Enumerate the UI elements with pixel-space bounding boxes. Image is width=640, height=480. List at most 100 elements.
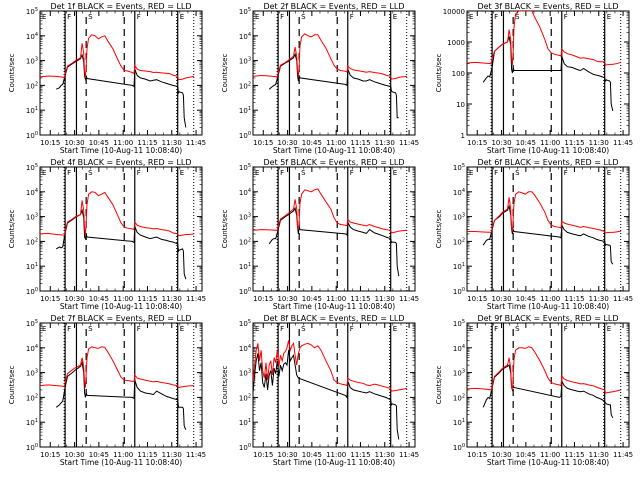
y-tick-label: 10000 (443, 8, 465, 16)
series-line-lld (467, 346, 622, 394)
y-tick-label: 103 (239, 369, 251, 378)
x-tick-label: 10:30 (491, 451, 511, 459)
y-tick-label: 100 (239, 443, 251, 452)
y-tick-label: 103 (26, 369, 38, 378)
y-tick-label: 100 (453, 443, 465, 452)
x-axis-label: Start Time (10-Aug-11 10:08:40) (487, 458, 609, 467)
x-tick-label: 11:15 (350, 451, 370, 459)
x-tick-label: 11:45 (613, 139, 633, 147)
y-tick-label: 105 (239, 319, 251, 328)
series-line-lld (253, 33, 407, 80)
y-tick-label: 104 (453, 344, 465, 353)
flag-label: F (350, 169, 354, 177)
flag-label: E (42, 169, 46, 177)
x-axis-label: Start Time (10-Aug-11 10:08:40) (60, 302, 182, 311)
series-line-lld (467, 191, 621, 234)
panel-det-7: Det 7f BLACK = Events, RED = LLD 100 101 10… (8, 314, 206, 467)
y-tick-label: 102 (239, 81, 251, 90)
x-tick-label: 11:45 (399, 139, 419, 147)
flag-label: E (607, 325, 611, 333)
x-tick-label: 10:45 (302, 295, 322, 303)
x-tick-label: 11:30 (589, 451, 609, 459)
y-tick-label: 102 (453, 393, 465, 402)
x-tick-label: 10:15 (467, 139, 487, 147)
y-tick-label: 104 (26, 344, 38, 353)
x-tick-label: 11:15 (137, 295, 157, 303)
x-tick-label: 10:15 (40, 139, 60, 147)
series-line-lld (253, 188, 407, 234)
x-tick-label: 10:30 (64, 451, 84, 459)
plot-frame (252, 322, 416, 448)
flag-label: F (564, 325, 568, 333)
flag-label: F (280, 325, 284, 333)
x-tick-label: 11:30 (589, 139, 609, 147)
x-tick-label: 11:45 (399, 451, 419, 459)
x-tick-label: 11:45 (186, 451, 206, 459)
y-tick-label: 100 (453, 287, 465, 296)
flag-label: F (564, 13, 568, 21)
x-tick-label: 10:30 (277, 451, 297, 459)
series-line-events (482, 364, 614, 419)
y-tick-label: 104 (26, 32, 38, 41)
flag-label: S (88, 169, 93, 177)
time-markers (276, 11, 408, 135)
x-tick-label: 11:00 (326, 139, 346, 147)
x-tick-label: 10:30 (491, 139, 511, 147)
series-line-events (482, 204, 614, 265)
x-tick-label: 10:30 (64, 295, 84, 303)
panel-title: Det 1f BLACK = Events, RED = LLD (50, 2, 191, 11)
y-axis-label: Counts/sec (221, 54, 229, 93)
x-tick-label: 10:45 (302, 139, 322, 147)
flag-label: S (301, 169, 306, 177)
panel-title: Det 3f BLACK = Events, RED = LLD (477, 2, 618, 11)
y-tick-label: 105 (239, 7, 251, 16)
x-tick-label: 10:15 (40, 451, 60, 459)
time-markers (276, 323, 408, 447)
x-tick-label: 11:15 (564, 451, 584, 459)
x-tick-label: 10:45 (516, 451, 536, 459)
y-tick-label: 105 (453, 163, 465, 172)
y-tick-label: 101 (239, 106, 251, 115)
y-tick-label: 104 (239, 188, 251, 197)
flag-label: E (393, 13, 397, 21)
x-tick-label: 11:00 (540, 451, 560, 459)
y-tick-label: 105 (239, 163, 251, 172)
x-tick-label: 10:15 (253, 451, 273, 459)
flag-label: F (137, 169, 141, 177)
flag-label: S (88, 13, 93, 21)
x-tick-label: 11:00 (540, 295, 560, 303)
x-tick-label: 10:30 (64, 139, 84, 147)
flag-label: F (67, 169, 71, 177)
panel-title: Det 5f BLACK = Events, RED = LLD (263, 158, 404, 167)
flag-label: E (255, 325, 259, 333)
plot-frame (39, 10, 203, 136)
y-tick-label: 101 (453, 262, 465, 271)
y-axis-label: Counts/sec (8, 54, 16, 93)
x-axis-label: Start Time (10-Aug-11 10:08:40) (273, 302, 395, 311)
x-tick-label: 10:15 (253, 295, 273, 303)
y-tick-label: 102 (239, 237, 251, 246)
y-tick-label: 103 (26, 57, 38, 66)
x-axis-label: Start Time (10-Aug-11 10:08:40) (487, 302, 609, 311)
y-axis-label: Counts/sec (8, 366, 16, 405)
flag-label: F (280, 169, 284, 177)
y-tick-label: 101 (26, 262, 38, 271)
x-tick-label: 11:30 (375, 295, 395, 303)
x-tick-label: 11:45 (186, 295, 206, 303)
x-axis-label: Start Time (10-Aug-11 10:08:40) (273, 458, 395, 467)
plot-frame (39, 322, 203, 448)
x-axis-label: Start Time (10-Aug-11 10:08:40) (273, 146, 395, 155)
y-tick-label: 1000 (447, 39, 465, 47)
y-tick-label: 102 (26, 237, 38, 246)
flag-label: F (564, 169, 568, 177)
y-axis-label: Counts/sec (435, 54, 443, 93)
flag-label: E (607, 169, 611, 177)
y-tick-label: 105 (26, 163, 38, 172)
flag-label: S (88, 325, 93, 333)
series-line-events (268, 52, 399, 119)
flag-label: F (137, 325, 141, 333)
y-tick-label: 104 (239, 344, 251, 353)
y-tick-label: 100 (26, 287, 38, 296)
panel-title: Det 7f BLACK = Events, RED = LLD (50, 314, 191, 323)
